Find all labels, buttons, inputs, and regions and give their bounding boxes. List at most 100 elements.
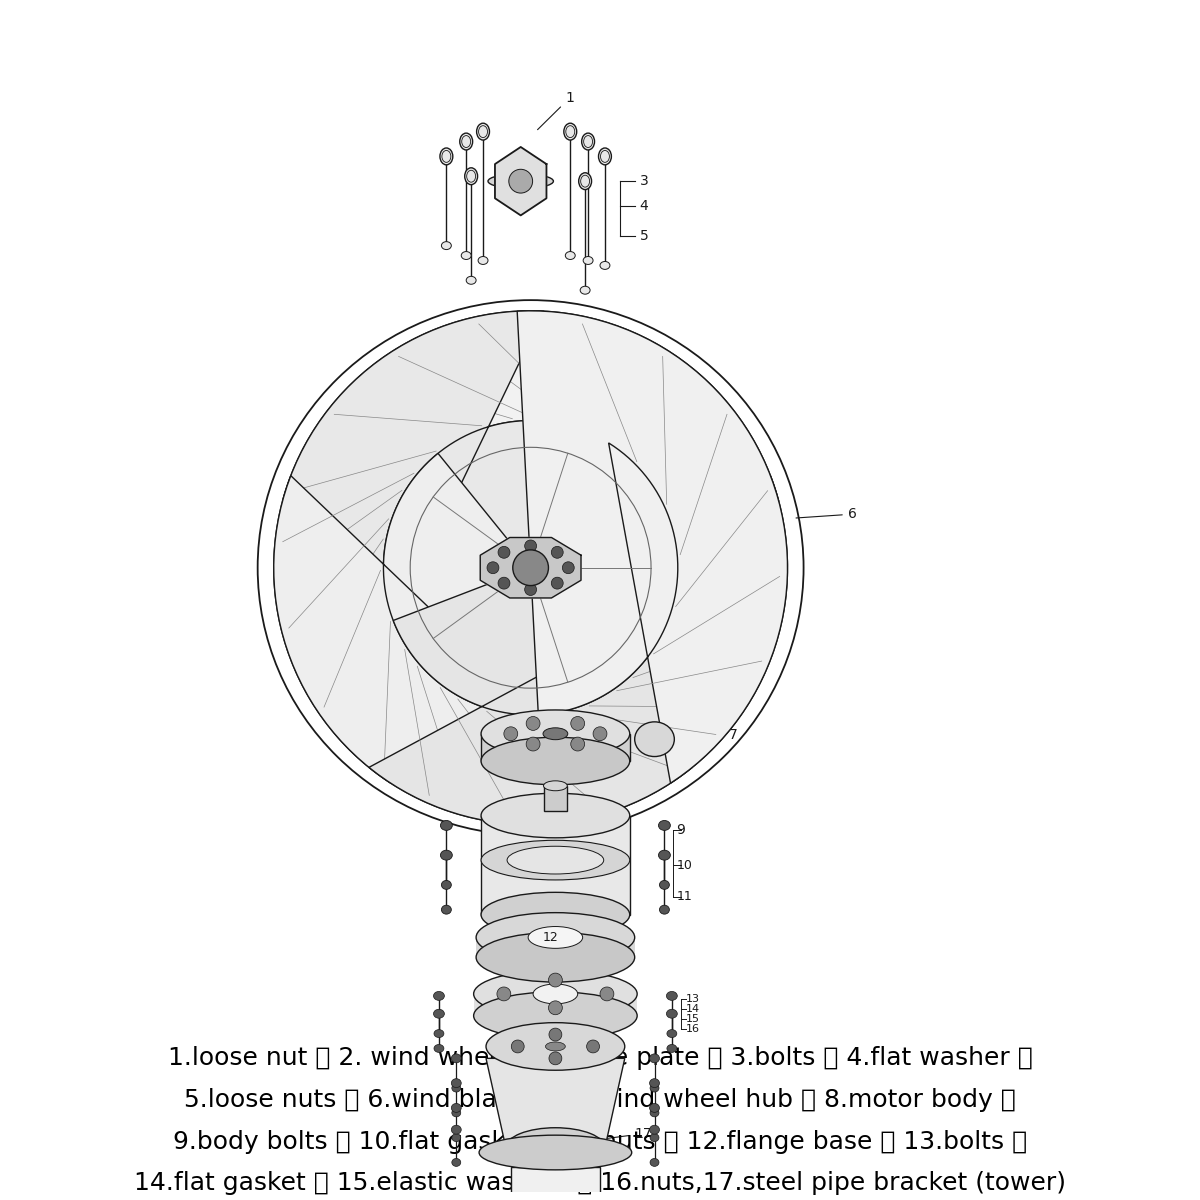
- Ellipse shape: [649, 1079, 660, 1087]
- Polygon shape: [481, 733, 630, 761]
- Ellipse shape: [660, 881, 670, 889]
- Bar: [544, 786, 568, 810]
- Ellipse shape: [580, 287, 590, 294]
- Circle shape: [526, 737, 540, 751]
- Text: 9: 9: [677, 823, 685, 838]
- Ellipse shape: [440, 821, 452, 830]
- Circle shape: [504, 727, 517, 740]
- Circle shape: [587, 1040, 600, 1052]
- Circle shape: [524, 583, 536, 595]
- Circle shape: [593, 727, 607, 740]
- Ellipse shape: [583, 257, 593, 264]
- Ellipse shape: [600, 262, 610, 269]
- Text: 10: 10: [677, 858, 692, 871]
- Text: 15: 15: [685, 1014, 700, 1024]
- Circle shape: [487, 562, 499, 574]
- Ellipse shape: [650, 1158, 659, 1166]
- Ellipse shape: [481, 840, 630, 880]
- Circle shape: [600, 986, 614, 1001]
- Ellipse shape: [667, 1044, 677, 1052]
- Ellipse shape: [440, 148, 452, 164]
- Circle shape: [548, 1028, 562, 1042]
- Bar: [481, 816, 630, 914]
- Polygon shape: [274, 311, 611, 784]
- Ellipse shape: [481, 737, 630, 785]
- Ellipse shape: [599, 148, 611, 164]
- Text: 17: 17: [578, 1127, 653, 1142]
- Ellipse shape: [481, 893, 630, 937]
- Text: 7: 7: [677, 728, 738, 742]
- Ellipse shape: [564, 124, 577, 140]
- Ellipse shape: [452, 1109, 461, 1117]
- Text: 5: 5: [640, 229, 648, 242]
- Ellipse shape: [466, 276, 476, 284]
- Bar: [511, 1168, 600, 1198]
- Circle shape: [571, 716, 584, 731]
- Ellipse shape: [649, 1104, 660, 1112]
- Ellipse shape: [544, 728, 568, 739]
- Ellipse shape: [544, 781, 568, 791]
- Ellipse shape: [666, 1009, 677, 1019]
- Text: 1: 1: [538, 91, 574, 130]
- Polygon shape: [494, 146, 546, 215]
- Polygon shape: [274, 454, 692, 824]
- Polygon shape: [480, 538, 581, 598]
- Ellipse shape: [434, 1030, 444, 1038]
- Ellipse shape: [461, 252, 472, 259]
- Text: 14: 14: [685, 1003, 700, 1014]
- Ellipse shape: [452, 1084, 461, 1092]
- Polygon shape: [282, 311, 779, 606]
- Text: 16: 16: [685, 1024, 700, 1033]
- Ellipse shape: [481, 793, 630, 838]
- Ellipse shape: [650, 1109, 659, 1117]
- Circle shape: [551, 577, 563, 589]
- Ellipse shape: [667, 1030, 677, 1038]
- Bar: [476, 937, 635, 958]
- Ellipse shape: [649, 1054, 660, 1063]
- Circle shape: [548, 1001, 563, 1015]
- Ellipse shape: [442, 241, 451, 250]
- Circle shape: [526, 716, 540, 731]
- Circle shape: [563, 562, 575, 574]
- Ellipse shape: [464, 168, 478, 185]
- Ellipse shape: [440, 851, 452, 860]
- Ellipse shape: [659, 821, 671, 830]
- Ellipse shape: [582, 133, 594, 150]
- Ellipse shape: [486, 1022, 625, 1070]
- Polygon shape: [486, 1058, 625, 1147]
- Circle shape: [511, 1040, 524, 1052]
- Ellipse shape: [442, 905, 451, 914]
- Ellipse shape: [506, 1128, 605, 1168]
- Ellipse shape: [565, 252, 575, 259]
- Circle shape: [509, 169, 533, 193]
- Ellipse shape: [434, 1044, 444, 1052]
- Ellipse shape: [666, 991, 677, 1001]
- Ellipse shape: [476, 913, 635, 962]
- Ellipse shape: [451, 1126, 461, 1134]
- Circle shape: [524, 540, 536, 552]
- Ellipse shape: [650, 1084, 659, 1092]
- Circle shape: [548, 973, 563, 986]
- Ellipse shape: [635, 722, 674, 756]
- Text: 6: 6: [796, 508, 857, 521]
- Circle shape: [512, 550, 548, 586]
- Text: 4: 4: [640, 199, 648, 212]
- Text: 1.loose nut ， 2. wind wheel pressure plate ， 3.bolts ， 4.flat washer ，: 1.loose nut ， 2. wind wheel pressure pla…: [168, 1046, 1032, 1070]
- Text: 5.loose nuts ， 6.wind blades ， 7.wind wheel hub ， 8.motor body ，: 5.loose nuts ， 6.wind blades ， 7.wind wh…: [184, 1088, 1016, 1112]
- Ellipse shape: [528, 926, 583, 948]
- Ellipse shape: [649, 1126, 660, 1134]
- Ellipse shape: [650, 1134, 659, 1141]
- Ellipse shape: [442, 881, 451, 889]
- Text: 2: 2: [572, 578, 648, 606]
- Text: 14.flat gasket ， 15.elastic washers ， 16.nuts,17.steel pipe bracket (tower): 14.flat gasket ， 15.elastic washers ， 16…: [134, 1171, 1066, 1195]
- Ellipse shape: [451, 1079, 461, 1087]
- Ellipse shape: [451, 1104, 461, 1112]
- Circle shape: [497, 986, 511, 1001]
- Ellipse shape: [451, 1054, 461, 1063]
- Text: 11: 11: [677, 890, 692, 904]
- Ellipse shape: [533, 984, 577, 1004]
- Circle shape: [571, 737, 584, 751]
- Text: 9.body bolts ， 10.flat gasket ， 11.nuts ， 12.flange base ， 13.bolts ，: 9.body bolts ， 10.flat gasket ， 11.nuts …: [173, 1129, 1027, 1153]
- Polygon shape: [517, 311, 787, 784]
- Circle shape: [498, 546, 510, 558]
